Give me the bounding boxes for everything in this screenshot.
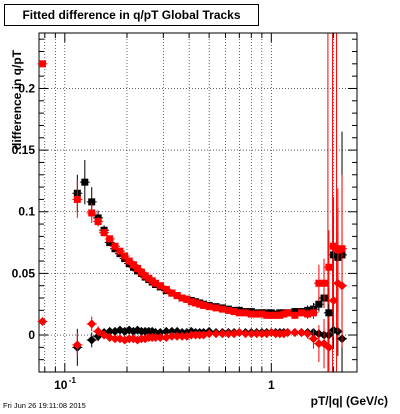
data-point-square <box>125 257 133 265</box>
data-point-square <box>196 300 204 308</box>
data-point-square <box>253 310 261 318</box>
data-point-square <box>88 209 96 217</box>
data-point-square <box>224 306 232 314</box>
data-point-square <box>81 178 89 186</box>
data-point-square <box>284 309 292 317</box>
data-point-square <box>325 309 333 317</box>
data-point-square <box>315 279 323 287</box>
data-point-square <box>121 252 129 260</box>
x-tick-label: 1 <box>268 378 275 392</box>
data-point-square <box>291 311 299 319</box>
data-point-square <box>111 242 119 250</box>
x-tick-exponent: -1 <box>69 376 77 385</box>
data-point-diamond <box>120 335 130 345</box>
data-point-square <box>73 195 81 203</box>
data-point-square <box>309 309 317 317</box>
data-point-square <box>106 235 114 243</box>
data-point-square <box>100 229 108 237</box>
y-tick-label: 0.2 <box>18 81 35 95</box>
data-point-square <box>173 292 181 300</box>
data-point-diamond <box>252 329 262 339</box>
data-point-square <box>192 299 200 307</box>
data-point-square <box>39 60 47 68</box>
data-point-square <box>134 264 142 272</box>
data-point-square <box>304 310 312 318</box>
y-tick-label: 0.05 <box>12 266 36 280</box>
data-point-square <box>320 279 328 287</box>
data-point-diamond <box>234 328 244 338</box>
y-tick-label: 0.15 <box>12 143 36 157</box>
data-point-square <box>258 310 266 318</box>
data-point-diamond <box>314 339 324 349</box>
data-point-diamond <box>38 316 48 326</box>
data-point-diamond <box>120 326 130 336</box>
chart-title: Fitted difference in q/pT Global Tracks <box>4 4 259 26</box>
data-point-square <box>116 247 124 255</box>
data-point-square <box>162 285 170 293</box>
y-tick-label: 0.1 <box>18 205 35 219</box>
data-point-diamond <box>211 329 221 339</box>
data-point-square <box>247 310 255 318</box>
data-point-square <box>235 309 243 317</box>
data-point-diamond <box>217 329 227 339</box>
data-point-square <box>242 309 250 317</box>
data-point-diamond <box>93 326 103 336</box>
data-point-diamond <box>241 329 251 339</box>
data-point-diamond <box>105 326 115 336</box>
data-point-square <box>183 295 191 303</box>
data-point-square <box>200 301 208 309</box>
y-tick-label: 0 <box>28 328 35 342</box>
data-point-square <box>94 218 102 226</box>
data-point-square <box>329 242 337 250</box>
data-point-diamond <box>87 335 97 345</box>
data-point-square <box>137 268 145 276</box>
data-point-diamond <box>296 328 306 338</box>
data-point-square <box>315 300 323 308</box>
data-point-square <box>152 279 160 287</box>
data-point-diamond <box>324 342 334 352</box>
data-point-diamond <box>87 319 97 329</box>
data-point-diamond <box>161 326 171 336</box>
data-point-diamond <box>204 329 214 339</box>
data-point-diamond <box>155 332 165 342</box>
data-point-diamond <box>308 334 318 344</box>
data-point-diamond <box>303 329 313 339</box>
data-point-square <box>205 303 213 311</box>
footer-timestamp: Fri Jun 26 19:11:08 2015 <box>3 401 86 410</box>
data-point-diamond <box>155 328 165 338</box>
data-point-square <box>187 298 195 306</box>
y-axis-label: difference in q/pT <box>10 49 24 151</box>
x-axis-label: pT/|q| (GeV/c) <box>310 394 388 408</box>
data-point-diamond <box>167 326 177 336</box>
data-point-diamond <box>167 331 177 341</box>
data-point-square <box>325 263 333 271</box>
data-point-square <box>88 198 96 206</box>
data-point-diamond <box>337 281 347 291</box>
data-point-diamond <box>72 340 82 350</box>
data-point-square <box>276 311 284 319</box>
data-point-square <box>129 261 137 269</box>
data-point-square <box>230 308 238 316</box>
data-point-square <box>212 304 220 312</box>
data-point-square <box>218 305 226 313</box>
data-point-square <box>178 294 186 302</box>
plot-frame <box>38 32 358 373</box>
data-point-diamond <box>290 328 300 338</box>
data-point-square <box>156 282 164 290</box>
x-tick-label: 10 <box>54 378 68 392</box>
data-point-diamond <box>328 296 338 306</box>
data-point-diamond <box>246 329 256 339</box>
data-point-square <box>141 272 149 280</box>
data-point-square <box>297 309 305 317</box>
data-point-square <box>168 289 176 297</box>
data-point-diamond <box>283 328 293 338</box>
data-point-square <box>280 310 288 318</box>
data-point-diamond <box>223 329 233 339</box>
